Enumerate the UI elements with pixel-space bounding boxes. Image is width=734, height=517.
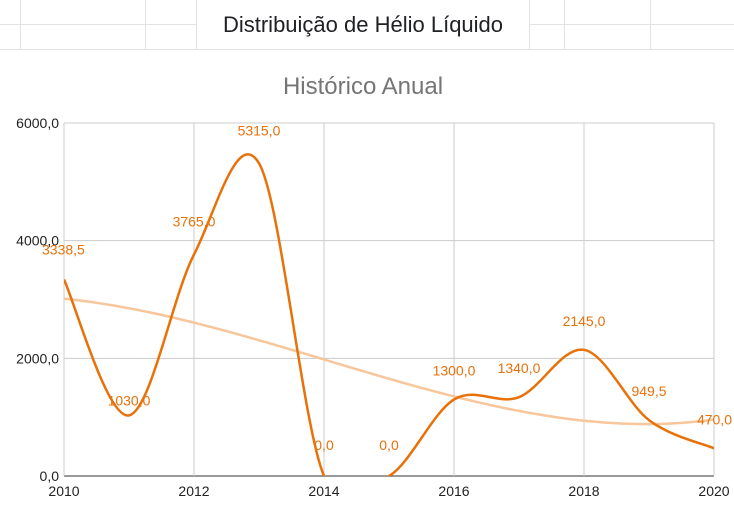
data-label: 0,0 <box>379 437 399 453</box>
line-chart[interactable]: Histórico Anual 0,0 2000,0 4000,0 6000,0 201… <box>0 50 734 517</box>
sheet-header-cell[interactable]: Distribuição de Hélio Líquido <box>196 0 530 49</box>
x-tick-label: 2016 <box>438 483 469 499</box>
data-label: 949,5 <box>631 383 666 399</box>
x-tick-label: 2020 <box>698 483 729 499</box>
data-label: 1340,0 <box>498 360 541 376</box>
grid-column-line <box>145 0 146 50</box>
series-line <box>64 153 714 476</box>
data-label: 1300,0 <box>433 363 476 379</box>
data-label: 470,0 <box>697 411 732 427</box>
chart-gridlines <box>63 122 715 477</box>
y-tick-label: 6000,0 <box>16 115 59 131</box>
x-tick-label: 2018 <box>568 483 599 499</box>
y-tick-label: 2000,0 <box>16 350 59 366</box>
grid-column-line <box>20 0 21 50</box>
x-tick-label: 2012 <box>178 483 209 499</box>
y-tick-label: 4000,0 <box>16 233 59 249</box>
x-tick-label: 2014 <box>308 483 339 499</box>
grid-column-line <box>564 0 565 50</box>
data-label: 3765,0 <box>173 213 216 229</box>
sheet-header-text: Distribuição de Hélio Líquido <box>222 11 504 37</box>
data-label: 0,0 <box>314 437 334 453</box>
grid-column-line <box>650 0 651 50</box>
y-tick-label: 0,0 <box>40 468 60 484</box>
data-label: 2145,0 <box>563 313 606 329</box>
data-label: 5315,0 <box>238 122 281 138</box>
chart-title: Histórico Anual <box>283 73 443 100</box>
data-label: 3338,5 <box>42 242 85 258</box>
plot-area <box>64 153 714 476</box>
trendline <box>64 297 714 426</box>
data-label: 1030,0 <box>108 392 151 408</box>
x-tick-label: 2010 <box>48 483 79 499</box>
data-labels: 3338,5 1030,0 3765,0 5315,0 0,0 0,0 1300,0 1340… <box>42 122 732 453</box>
axis-ticks: 0,0 2000,0 4000,0 6000,0 2010 2012 2014 2016 201… <box>16 115 730 499</box>
